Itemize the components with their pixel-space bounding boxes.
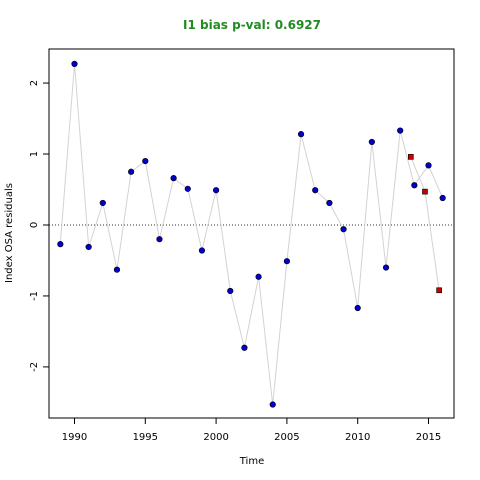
series-1-point xyxy=(71,60,78,68)
x-axis-title: Time xyxy=(239,456,264,467)
x-tick-label: 2010 xyxy=(345,432,370,443)
series-1-point xyxy=(198,247,206,254)
series-1-point xyxy=(354,304,361,312)
series-1-point xyxy=(326,199,333,207)
series-1-point xyxy=(142,158,149,165)
series-1-point xyxy=(212,187,220,194)
series-1-point xyxy=(439,194,446,202)
chart-title: I1 bias p-val: 0.6927 xyxy=(183,18,321,32)
series-1-point xyxy=(382,264,390,271)
x-tick-label: 2000 xyxy=(203,432,228,443)
series-1-point xyxy=(113,266,121,273)
series-1-point xyxy=(227,287,234,295)
x-tick-label: 1990 xyxy=(62,432,87,443)
x-tick-label: 2015 xyxy=(416,432,441,443)
series-1-point xyxy=(397,127,404,134)
series-1-point xyxy=(85,243,92,251)
series-2-point xyxy=(436,287,442,294)
y-axis-title: Index OSA residuals xyxy=(4,183,15,283)
series-1-point xyxy=(368,138,375,146)
y-tick-label: 1 xyxy=(29,151,40,157)
series-2-point xyxy=(408,154,414,160)
y-tick-label: 0 xyxy=(29,222,40,228)
y-tick-label: -2 xyxy=(29,362,40,372)
plot-frame xyxy=(48,48,455,419)
series-2-line xyxy=(410,156,440,291)
x-tick-label: 2005 xyxy=(274,432,299,443)
series-1-line xyxy=(59,63,444,405)
x-axis: 1990 1995 2000 2005 2010 2015 xyxy=(62,418,441,443)
y-tick-label: 2 xyxy=(29,80,40,86)
series-1-point xyxy=(99,199,106,207)
series-1-point xyxy=(269,401,276,408)
series-1-point xyxy=(425,162,432,169)
series-1-point xyxy=(128,168,135,175)
x-tick-label: 1995 xyxy=(133,432,158,443)
series-1-point xyxy=(255,273,262,280)
series-1-point xyxy=(411,182,418,189)
series-1-point xyxy=(340,226,347,233)
series-1-point xyxy=(184,185,191,192)
series-1-point xyxy=(156,236,163,243)
series-layer xyxy=(49,60,454,408)
series-1-point xyxy=(312,187,319,194)
y-axis: -2 -1 0 1 2 xyxy=(29,80,49,372)
series-1-point xyxy=(170,175,177,182)
series-1-point xyxy=(57,241,64,248)
series-2-point xyxy=(422,188,428,195)
series-1-point xyxy=(241,344,248,351)
series-1-point xyxy=(283,258,291,265)
series-1-point xyxy=(297,131,305,138)
y-tick-label: -1 xyxy=(29,291,40,301)
